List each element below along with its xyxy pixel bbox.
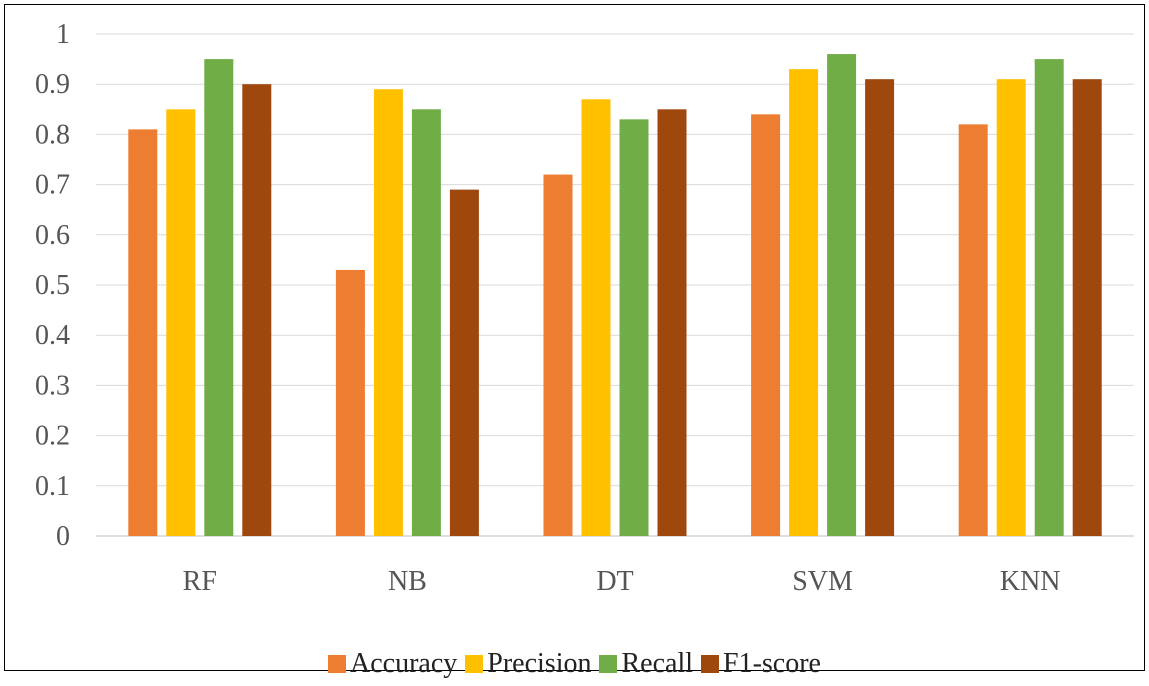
y-tick-label: 0.2 — [35, 421, 70, 452]
bar-precision-knn — [996, 79, 1026, 537]
bar-f1-score-rf — [242, 84, 272, 536]
legend-label: Recall — [621, 648, 694, 679]
legend-item: F1-score — [701, 648, 821, 680]
y-tick-label: 0.6 — [35, 220, 70, 251]
y-tick-label: 0.4 — [35, 320, 70, 351]
legend-swatch — [701, 655, 720, 673]
legend-label: Precision — [487, 648, 592, 679]
x-tick-label: NB — [388, 566, 427, 597]
y-tick-label: 0.3 — [35, 370, 70, 401]
bar-accuracy-nb — [335, 269, 365, 536]
bar-f1-score-nb — [449, 189, 479, 536]
y-tick-label: 0.1 — [35, 471, 70, 502]
x-tick-label: RF — [183, 566, 217, 597]
bar-precision-dt — [581, 99, 611, 536]
legend-item: Recall — [599, 648, 693, 680]
legend-item: Precision — [465, 648, 591, 680]
bar-accuracy-dt — [543, 174, 573, 536]
y-tick-label: 0.9 — [35, 69, 70, 100]
legend-swatch — [328, 655, 346, 673]
bar-accuracy-svm — [751, 114, 781, 536]
legend-label: F1-score — [723, 648, 821, 679]
legend-item: Accuracy — [328, 648, 457, 680]
bar-f1-score-svm — [865, 79, 895, 537]
bar-precision-svm — [789, 69, 819, 536]
bar-f1-score-knn — [1072, 79, 1102, 537]
bar-precision-nb — [373, 89, 403, 536]
legend-swatch — [465, 655, 484, 673]
y-tick-label: 0 — [56, 521, 70, 552]
y-tick-label: 0.7 — [35, 170, 70, 201]
bar-recall-svm — [827, 54, 857, 536]
bar-f1-score-dt — [657, 109, 687, 537]
bar-recall-knn — [1034, 59, 1064, 536]
x-tick-label: DT — [596, 566, 633, 597]
y-tick-label: 0.8 — [35, 119, 70, 150]
bar-recall-nb — [411, 109, 441, 537]
legend: Accuracy Precision Recall F1-score — [0, 642, 1149, 686]
bar-precision-rf — [166, 109, 196, 537]
y-tick-label: 0.5 — [35, 270, 70, 301]
legend-label: Accuracy — [350, 648, 458, 679]
y-tick-label: 1 — [56, 19, 70, 50]
bar-accuracy-rf — [128, 129, 158, 536]
x-tick-label: SVM — [792, 566, 853, 597]
legend-swatch — [599, 655, 618, 673]
bar-accuracy-knn — [958, 124, 988, 537]
x-tick-label: KNN — [1000, 566, 1061, 597]
bar-recall-rf — [204, 59, 234, 536]
bar-recall-dt — [619, 119, 649, 536]
